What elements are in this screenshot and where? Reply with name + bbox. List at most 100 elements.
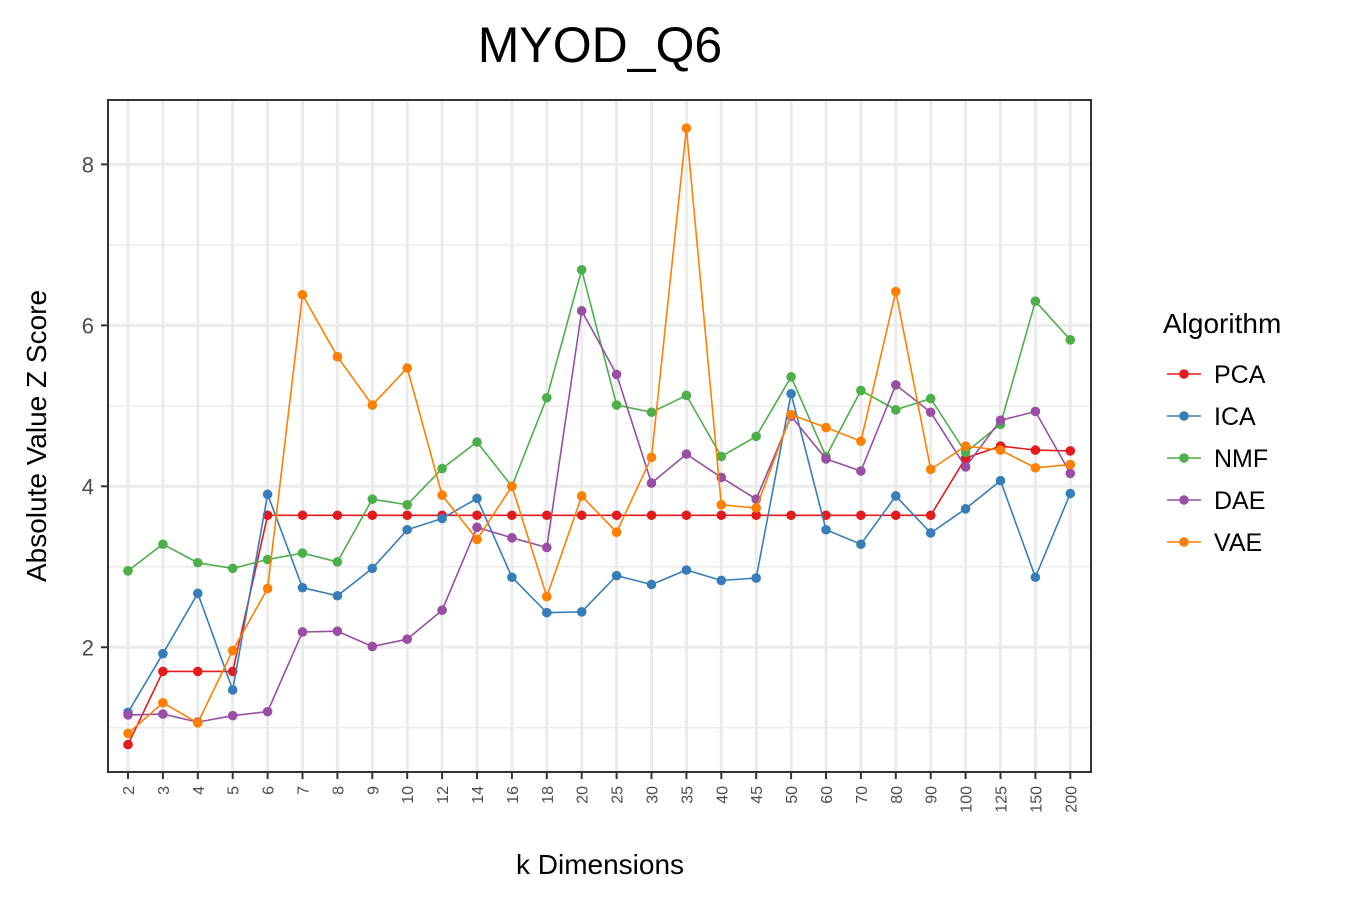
data-point-vae xyxy=(437,490,447,500)
data-point-dae xyxy=(158,709,168,719)
data-point-vae xyxy=(925,464,936,475)
data-point-vae xyxy=(123,728,133,739)
data-point-dae xyxy=(437,605,447,616)
data-point-dae xyxy=(227,710,238,721)
x-tick-label: 16 xyxy=(505,786,522,804)
data-point-pca xyxy=(123,739,133,750)
legend-items: PCA ICA NMF DAE VAE xyxy=(1167,361,1268,557)
data-point-ica xyxy=(297,582,308,593)
x-tick-label: 150 xyxy=(1028,786,1045,813)
data-point-nmf xyxy=(193,557,203,568)
data-point-ica xyxy=(472,493,482,504)
data-point-dae xyxy=(821,454,831,464)
plot-border xyxy=(107,99,1092,773)
data-point-ica xyxy=(193,588,203,599)
legend-item-vae: VAE xyxy=(1167,529,1262,557)
data-point-ica xyxy=(367,563,378,574)
x-tick-label: 40 xyxy=(714,786,731,804)
data-point-dae xyxy=(297,627,308,637)
data-point-nmf xyxy=(611,400,622,410)
x-tick-label: 5 xyxy=(226,786,243,795)
legend-key-point xyxy=(1179,453,1189,463)
legend-label: PCA xyxy=(1214,361,1266,389)
series-line-nmf xyxy=(127,266,1071,572)
data-point-nmf xyxy=(542,392,552,403)
legend-item-pca: PCA xyxy=(1167,361,1266,389)
data-point-dae xyxy=(856,466,866,476)
data-point-ica xyxy=(437,513,447,524)
x-tick-label: 30 xyxy=(645,786,662,804)
x-tick-label: 35 xyxy=(679,786,696,804)
data-point-ica xyxy=(925,528,936,538)
legend-key-point xyxy=(1179,495,1189,505)
data-point-pca xyxy=(1030,445,1041,455)
data-point-ica xyxy=(716,575,727,586)
data-point-ica xyxy=(507,572,517,583)
series-nmf xyxy=(123,265,1076,576)
data-point-pca xyxy=(193,666,203,677)
data-point-nmf xyxy=(227,563,238,574)
legend-key-point xyxy=(1179,411,1189,421)
data-point-dae xyxy=(123,710,133,720)
data-point-ica xyxy=(821,524,831,535)
data-point-dae xyxy=(542,542,552,553)
data-point-ica xyxy=(542,607,552,618)
data-point-nmf xyxy=(716,451,727,462)
data-point-nmf xyxy=(856,385,866,396)
x-tick-label: 80 xyxy=(889,786,906,804)
data-point-vae xyxy=(227,645,238,656)
y-tick-label: 2 xyxy=(82,635,94,660)
data-point-vae xyxy=(297,289,308,300)
data-point-dae xyxy=(402,634,413,645)
x-tick-label: 12 xyxy=(435,786,452,804)
x-tick-label: 90 xyxy=(924,786,941,804)
data-point-vae xyxy=(1030,462,1041,473)
x-tick-label: 3 xyxy=(156,786,173,795)
data-point-nmf xyxy=(681,390,692,401)
data-point-nmf xyxy=(402,500,413,510)
legend-title: Algorithm xyxy=(1163,308,1281,339)
data-point-ica xyxy=(227,685,238,695)
data-point-vae xyxy=(507,481,517,492)
x-tick-label: 20 xyxy=(575,786,592,804)
data-point-pca xyxy=(507,510,517,521)
data-point-ica xyxy=(960,504,971,514)
data-point-vae xyxy=(646,452,657,463)
data-point-nmf xyxy=(297,548,308,558)
x-tick-label: 70 xyxy=(854,786,871,804)
data-point-vae xyxy=(681,123,692,133)
legend-label: DAE xyxy=(1214,487,1265,515)
data-point-dae xyxy=(891,380,901,390)
data-point-pca xyxy=(751,510,761,521)
plot-background xyxy=(108,100,1091,772)
data-point-ica xyxy=(681,565,692,575)
data-point-pca xyxy=(611,510,622,521)
data-point-vae xyxy=(891,286,901,297)
data-point-dae xyxy=(367,641,378,652)
data-point-ica xyxy=(995,475,1006,486)
data-point-pca xyxy=(262,510,273,521)
data-point-dae xyxy=(611,369,622,380)
series-ica xyxy=(123,388,1076,718)
legend-key-point xyxy=(1179,537,1189,547)
data-point-nmf xyxy=(158,539,168,550)
data-point-vae xyxy=(786,409,796,420)
y-tick-label: 6 xyxy=(82,313,94,338)
data-point-nmf xyxy=(367,494,378,504)
y-axis: 2 4 6 8 xyxy=(82,152,108,660)
data-point-pca xyxy=(1065,446,1076,456)
legend-label: VAE xyxy=(1214,529,1262,557)
x-tick-label: 2 xyxy=(121,786,138,795)
data-point-vae xyxy=(367,400,378,410)
data-point-nmf xyxy=(576,265,587,275)
x-tick-label: 100 xyxy=(959,786,976,813)
data-point-dae xyxy=(960,462,971,472)
grid-minor xyxy=(108,244,1091,729)
grid-major xyxy=(108,100,1091,772)
legend: Algorithm PCA ICA NMF DAE VAE xyxy=(1163,308,1281,557)
data-point-nmf xyxy=(332,557,343,567)
data-point-vae xyxy=(193,718,203,728)
x-tick-label: 10 xyxy=(400,786,417,804)
data-point-nmf xyxy=(437,463,447,474)
